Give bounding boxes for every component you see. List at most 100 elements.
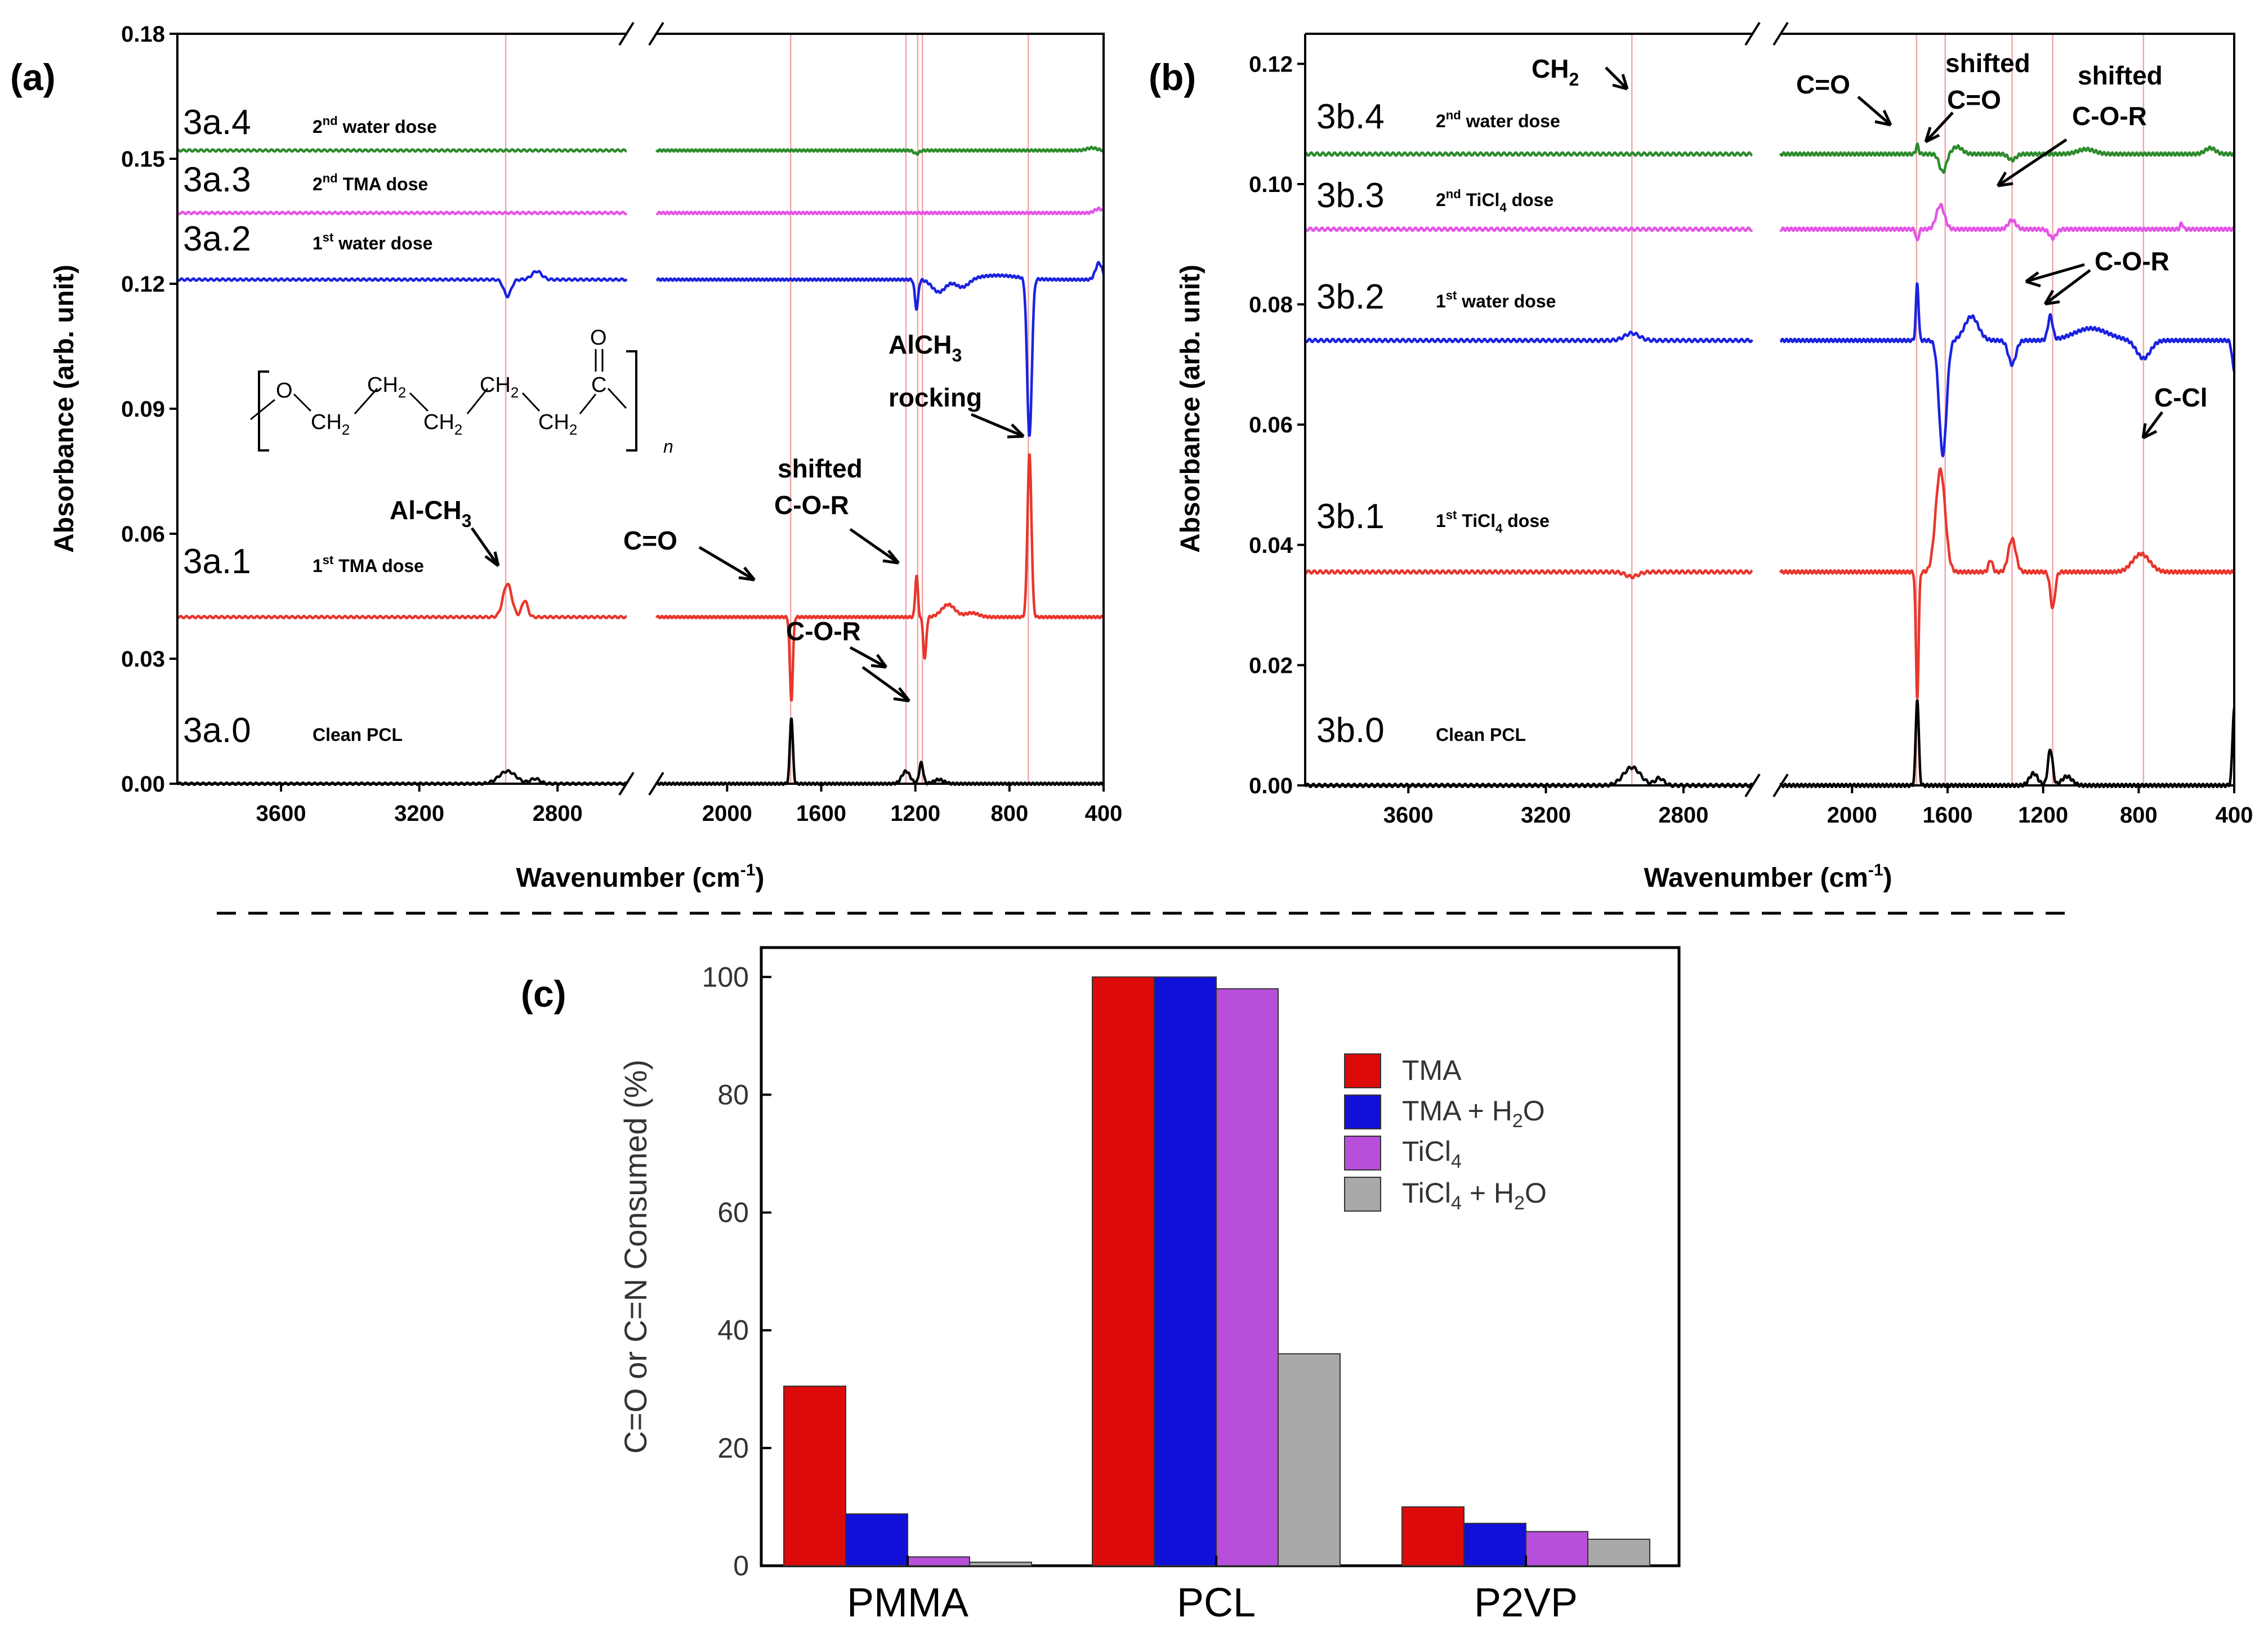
a-trace-note-end-1: TMA dose	[333, 556, 424, 576]
b-trace-note-main-2: 1	[1436, 291, 1446, 311]
a-trace-note-end-2: water dose	[333, 233, 432, 253]
panel-c-categories: PMMA PCL P2VP	[847, 1556, 1578, 1625]
a-trace-name-0: 3a.0	[183, 711, 251, 750]
arrow-al-ch3	[470, 527, 500, 568]
a-y-tick-label-0: 0.00	[121, 772, 165, 797]
c-y-tick-label-4: 80	[717, 1079, 749, 1110]
panel-a-x-axis-label-end: )	[756, 863, 765, 893]
b-x-tick-label-3: 2000	[1827, 803, 1877, 828]
c-bar-pmma-2	[907, 1556, 970, 1566]
b-trace-note-3: 2nd TiCl4 dose	[1436, 187, 1553, 215]
a-y-tick-label-5: 0.15	[121, 147, 165, 172]
b-trace-note-end-3: TiCl	[1461, 190, 1500, 210]
panel-a-axis-break	[618, 21, 664, 796]
b-y-tick-label-3: 0.06	[1249, 413, 1293, 437]
panel-a-x-axis-label: Wavenumber (cm-1)	[516, 861, 765, 893]
legend-swatch-tma-h2o	[1344, 1095, 1381, 1129]
a-x-tick-label-7: 400	[1085, 801, 1123, 826]
structure-bond-0	[250, 399, 275, 421]
b-trace-note-end-1: TiCl	[1457, 511, 1495, 531]
panel-a-y-axis-label: Absorbance (arb. unit)	[50, 265, 79, 553]
structure-ch2-3-sub: 2	[454, 421, 462, 438]
a-trace-note-3: 2nd TMA dose	[312, 171, 428, 194]
a-trace-name-4: 3a.4	[183, 103, 251, 142]
b-trace-note-sup-1: st	[1446, 508, 1457, 522]
b-x-tick-label-0: 3600	[1383, 803, 1434, 828]
panel-c-legend: TMA TMA + H2O TiCl4 TiCl4 + H2O	[1344, 1053, 1547, 1214]
pcl-structure: O CH2 CH2 CH2 CH2 CH2 C O n	[250, 326, 673, 457]
structure-ch2-4: CH2	[480, 373, 519, 401]
a-trace-note-1: 1st TMA dose	[312, 553, 424, 576]
b-x-tick-label-5: 1200	[2018, 803, 2068, 828]
b-trace-note-0: Clean PCL	[1436, 725, 1526, 745]
structure-ch2-5: CH2	[538, 410, 577, 438]
structure-ch2-1: CH2	[311, 410, 350, 438]
b-trace-note-1: 1st TiCl4 dose	[1436, 508, 1550, 535]
legend-swatch-ticl4-h2o	[1344, 1177, 1381, 1212]
b-trace-3b-2	[1304, 282, 2236, 458]
panel-a: (a) 0.000.030.060.090.120.150.18 3600 320…	[10, 21, 1123, 893]
arrow-co-b	[1857, 96, 1892, 127]
c-bar-p2vp-3	[1587, 1538, 1650, 1567]
anno-shifted-a: shifted	[778, 454, 863, 483]
c-bar-pmma-1	[845, 1513, 908, 1566]
a-trace-name-3: 3a.3	[183, 160, 251, 199]
panel-c-y-axis-label: C=O or C=N Consumed (%)	[618, 1060, 653, 1454]
anno-ch2-b-main: CH	[1532, 54, 1569, 83]
a-trace-note-main-2: 1	[312, 233, 323, 253]
a-y-tick-label-1: 0.03	[121, 647, 165, 672]
b-trace-note-sup-2: st	[1446, 288, 1457, 302]
a-trace-3a-1	[176, 453, 1105, 702]
structure-double-bond	[595, 349, 604, 372]
structure-bond-4	[466, 388, 489, 414]
b-trace-note-end-4: water dose	[1461, 111, 1560, 131]
structure-o: O	[276, 379, 293, 403]
anno-shifted-cor-b: shifted	[2078, 61, 2163, 90]
a-x-tick-label-1: 3200	[394, 801, 444, 826]
structure-bond-2	[354, 388, 378, 414]
b-y-tick-label-2: 0.04	[1249, 533, 1293, 558]
arrow-cor-a2	[861, 665, 910, 703]
a-y-tick-label-2: 0.06	[121, 522, 165, 547]
c-y-tick-label-1: 20	[717, 1432, 749, 1464]
a-trace-note-main-4: 2	[312, 117, 323, 137]
panel-b-x-axis-label-sup: -1	[1868, 861, 1883, 879]
structure-ch2-3-main: CH	[423, 410, 454, 434]
anno-cor-b: C-O-R	[2095, 247, 2169, 276]
structure-n: n	[663, 436, 673, 457]
legend-swatch-ticl4	[1344, 1136, 1381, 1171]
panel-a-x-axis-label-sup: -1	[740, 861, 756, 879]
c-bar-pcl-2	[1216, 988, 1279, 1566]
panel-b-traces	[1304, 142, 2236, 788]
a-trace-note-end-3: TMA dose	[338, 174, 428, 194]
structure-bond-7	[607, 387, 627, 409]
anno-rocking: rocking	[889, 383, 982, 412]
b-trace-note-main-4: 2	[1436, 111, 1446, 131]
anno-cor-shifted-b: C-O-R	[2072, 101, 2147, 131]
c-bar-p2vp-1	[1463, 1522, 1526, 1566]
a-trace-name-1: 3a.1	[183, 542, 251, 581]
a-x-tick-label-6: 800	[990, 801, 1028, 826]
panel-b-x-axis-label-end: )	[1883, 863, 1892, 893]
structure-ch2-2-sub: 2	[398, 384, 406, 401]
structure-bracket-right	[626, 350, 637, 452]
structure-ch2-4-main: CH	[480, 373, 511, 397]
b-x-tick-label-2: 2800	[1658, 803, 1708, 828]
anno-ccl-b: C-Cl	[2154, 383, 2208, 412]
b-trace-note-main-1: 1	[1436, 511, 1446, 531]
anno-co-b: C=O	[1796, 70, 1850, 99]
a-trace-note-main-3: 2	[312, 174, 323, 194]
anno-al-ch3-main: Al-CH	[390, 495, 462, 525]
structure-ch2-5-sub: 2	[569, 421, 577, 438]
arrow-cor-shifted-a	[849, 528, 900, 565]
c-bar-pmma-3	[969, 1561, 1032, 1567]
panel-b-label: (b)	[1149, 56, 1196, 98]
structure-bond-6	[579, 394, 597, 414]
arrow-cor-b2	[2043, 269, 2091, 306]
anno-cor-shifted-a: C-O-R	[774, 490, 849, 520]
c-bar-p2vp-2	[1525, 1531, 1588, 1567]
b-y-tick-label-0: 0.00	[1249, 774, 1293, 798]
legend-label-ticl4-main: TiCl	[1402, 1136, 1451, 1167]
panel-b-axis-break	[1744, 21, 1789, 798]
